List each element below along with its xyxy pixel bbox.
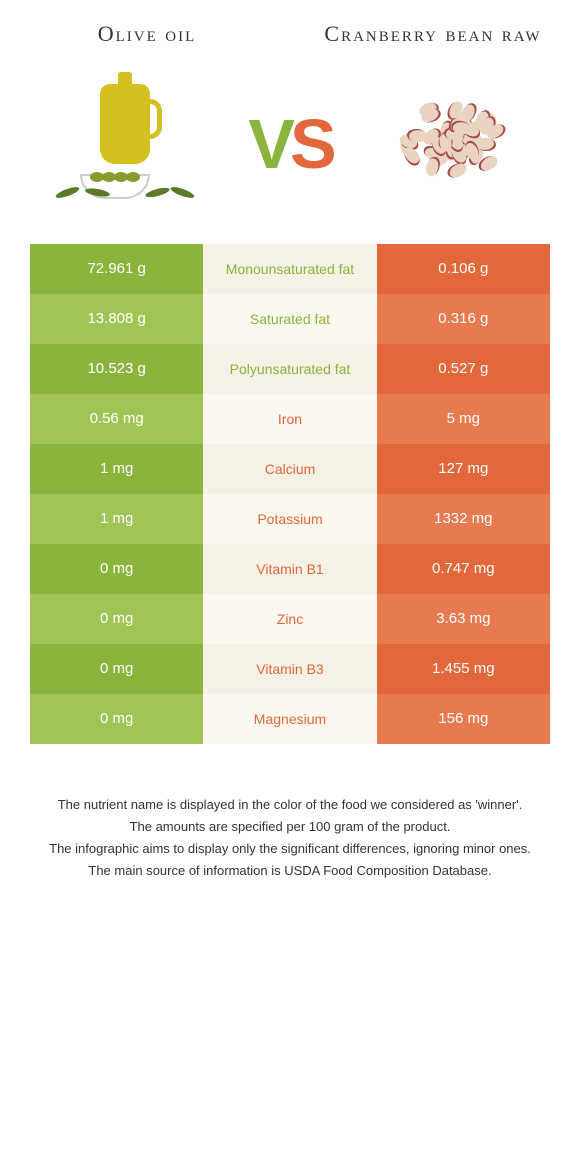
- left-value: 0 mg: [30, 544, 203, 594]
- vs-v: V: [248, 105, 290, 183]
- right-value: 0.106 g: [377, 244, 550, 294]
- right-value: 0.747 mg: [377, 544, 550, 594]
- nutrient-name: Iron: [203, 394, 376, 444]
- left-title-wrap: Olive oil: [30, 20, 264, 49]
- olive-oil-image: [50, 69, 200, 219]
- nutrient-name: Saturated fat: [203, 294, 376, 344]
- infographic: Olive oil Cranberry bean raw: [0, 0, 580, 902]
- vs-s: S: [290, 105, 332, 183]
- right-value: 3.63 mg: [377, 594, 550, 644]
- table-row: 72.961 gMonounsaturated fat0.106 g: [30, 244, 550, 294]
- right-title: Cranberry bean raw: [316, 20, 550, 49]
- right-value: 1332 mg: [377, 494, 550, 544]
- left-value: 0 mg: [30, 694, 203, 744]
- footer-notes: The nutrient name is displayed in the co…: [30, 794, 550, 882]
- left-value: 0 mg: [30, 644, 203, 694]
- right-title-wrap: Cranberry bean raw: [316, 20, 550, 49]
- table-row: 1 mgPotassium1332 mg: [30, 494, 550, 544]
- vs-label: VS: [248, 104, 331, 184]
- left-title: Olive oil: [30, 20, 264, 49]
- left-value: 0 mg: [30, 594, 203, 644]
- right-value: 156 mg: [377, 694, 550, 744]
- footer-line: The nutrient name is displayed in the co…: [40, 794, 540, 816]
- nutrient-name: Zinc: [203, 594, 376, 644]
- left-value: 0.56 mg: [30, 394, 203, 444]
- table-row: 0.56 mgIron5 mg: [30, 394, 550, 444]
- footer-line: The amounts are specified per 100 gram o…: [40, 816, 540, 838]
- footer-line: The infographic aims to display only the…: [40, 838, 540, 860]
- cranberry-bean-image: [380, 69, 530, 219]
- nutrient-name: Vitamin B1: [203, 544, 376, 594]
- footer-line: The main source of information is USDA F…: [40, 860, 540, 882]
- right-value: 127 mg: [377, 444, 550, 494]
- left-value: 1 mg: [30, 494, 203, 544]
- left-value: 10.523 g: [30, 344, 203, 394]
- table-row: 0 mgVitamin B10.747 mg: [30, 544, 550, 594]
- table-row: 13.808 gSaturated fat0.316 g: [30, 294, 550, 344]
- table-row: 0 mgMagnesium156 mg: [30, 694, 550, 744]
- nutrient-name: Potassium: [203, 494, 376, 544]
- nutrient-name: Magnesium: [203, 694, 376, 744]
- table-row: 0 mgVitamin B31.455 mg: [30, 644, 550, 694]
- right-value: 1.455 mg: [377, 644, 550, 694]
- right-value: 0.527 g: [377, 344, 550, 394]
- nutrient-name: Polyunsaturated fat: [203, 344, 376, 394]
- table-row: 1 mgCalcium127 mg: [30, 444, 550, 494]
- right-value: 5 mg: [377, 394, 550, 444]
- nutrient-name: Calcium: [203, 444, 376, 494]
- header: Olive oil Cranberry bean raw: [30, 20, 550, 49]
- nutrient-name: Vitamin B3: [203, 644, 376, 694]
- right-value: 0.316 g: [377, 294, 550, 344]
- left-value: 1 mg: [30, 444, 203, 494]
- nutrient-table: 72.961 gMonounsaturated fat0.106 g13.808…: [30, 244, 550, 744]
- left-value: 13.808 g: [30, 294, 203, 344]
- left-value: 72.961 g: [30, 244, 203, 294]
- table-row: 10.523 gPolyunsaturated fat0.527 g: [30, 344, 550, 394]
- images-row: VS: [30, 69, 550, 219]
- nutrient-name: Monounsaturated fat: [203, 244, 376, 294]
- table-row: 0 mgZinc3.63 mg: [30, 594, 550, 644]
